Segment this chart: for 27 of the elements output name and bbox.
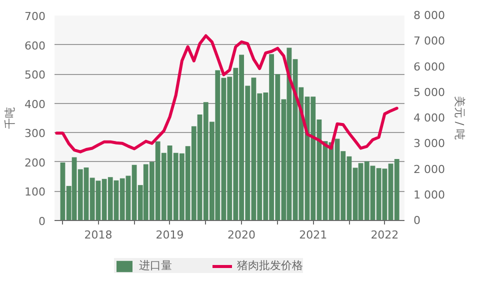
y2-tick-label: 3 000: [414, 137, 445, 150]
x-tick-label: 2020: [228, 228, 256, 242]
y2-tick-label: 0: [414, 214, 420, 227]
y2-tick-label: 2 000: [414, 162, 445, 176]
x-tick-label: 2019: [156, 228, 184, 242]
legend-label: 猪肉批发价格: [237, 258, 303, 273]
x-tick-label: 2018: [84, 228, 112, 242]
y2-tick-label: 1 000: [414, 188, 445, 202]
y2-axis-title: 美元 / 吨: [452, 96, 466, 140]
y-tick-label: 100: [24, 186, 46, 199]
x-tick-label: 2022: [370, 228, 399, 242]
y-tick-label: 0: [38, 215, 46, 228]
legend-label: 进口量: [139, 258, 172, 273]
y-tick-label: 700: [24, 10, 46, 23]
y2-tick-label: 7 000: [414, 34, 445, 48]
x-tick-label: 2021: [299, 228, 328, 242]
y2-tick-label: 8 000: [414, 9, 445, 22]
y-tick-label: 500: [24, 68, 46, 82]
y-axis-title: 千吨: [4, 107, 17, 129]
y-tick-label: 300: [24, 127, 46, 140]
y-tick-label: 600: [24, 39, 46, 52]
y-tick-label: 400: [24, 98, 46, 111]
y2-tick-label: 6 000: [414, 60, 445, 74]
line-series: [55, 34, 398, 154]
y2-tick-label: 5 000: [414, 86, 445, 99]
y2-tick-label: 4 000: [414, 112, 445, 124]
y-tick-label: 200: [24, 156, 46, 170]
